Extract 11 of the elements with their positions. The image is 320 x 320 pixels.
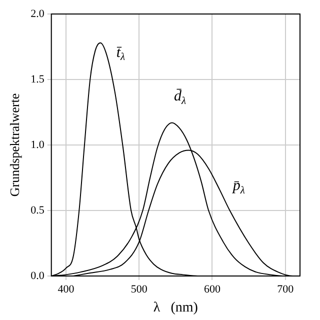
x-tick-label: 700 <box>277 283 294 296</box>
x-tick-label: 400 <box>58 283 75 296</box>
y-tick-label: 0.0 <box>30 270 45 282</box>
x-tick-label: 600 <box>204 283 221 296</box>
y-tick-label: 1.0 <box>30 138 45 151</box>
x-axis-title: λ (nm) <box>153 300 198 316</box>
x-tick-label: 500 <box>130 283 148 296</box>
y-axis-title: Grundspektralwerte <box>7 93 22 197</box>
y-tick-label: 2.0 <box>30 8 45 20</box>
y-tick-label: 1.5 <box>30 73 45 86</box>
y-tick-label: 0.5 <box>30 204 45 216</box>
